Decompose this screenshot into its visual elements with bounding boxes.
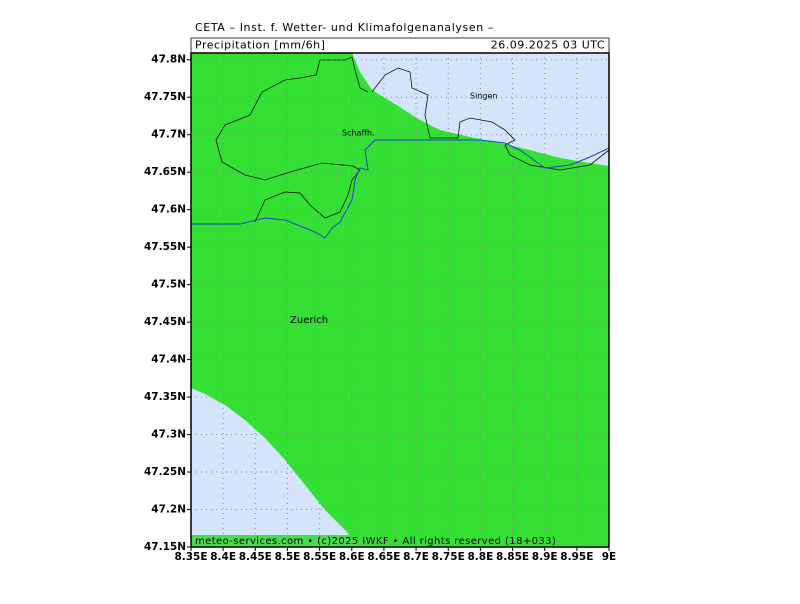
- date-label: 26.09.2025 03 UTC: [491, 39, 605, 52]
- x-tick-label: 8.95E: [560, 551, 593, 563]
- x-tick-label: 8.45E: [239, 551, 272, 563]
- y-tick-label: 47.3N: [151, 429, 186, 441]
- border-lines: [215, 56, 610, 223]
- y-tick-label: 47.45N: [144, 316, 186, 328]
- x-tick-label: 8.8E: [467, 551, 493, 563]
- y-tick-label: 47.15N: [144, 541, 186, 553]
- footer-band: [191, 535, 609, 547]
- river-line: [191, 139, 610, 239]
- header-title: CETA – Inst. f. Wetter- und Klimafolgena…: [195, 21, 494, 34]
- y-tick-label: 47.7N: [151, 129, 186, 141]
- precip-area: [191, 53, 609, 547]
- y-tick-label: 47.5N: [151, 279, 186, 291]
- x-tick-label: 8.75E: [432, 551, 465, 563]
- x-tick-label: 8.4E: [210, 551, 236, 563]
- place-label: Singen: [470, 92, 497, 101]
- x-tick-label: 8.9E: [532, 551, 558, 563]
- x-tick-label: 8.65E: [367, 551, 400, 563]
- x-tick-label: 8.6E: [339, 551, 365, 563]
- y-tick-label: 47.6N: [151, 204, 186, 216]
- y-tick-label: 47.55N: [144, 241, 186, 253]
- place-label: Zuerich: [290, 315, 328, 326]
- y-tick-label: 47.75N: [144, 91, 186, 103]
- place-label: Schaffh.: [342, 129, 375, 138]
- x-tick-label: 8.85E: [496, 551, 529, 563]
- x-tick-label: 9E: [602, 551, 616, 563]
- y-tick-label: 47.2N: [151, 504, 186, 516]
- y-tick-label: 47.35N: [144, 391, 186, 403]
- x-tick-label: 8.35E: [174, 551, 207, 563]
- y-tick-label: 47.25N: [144, 466, 186, 478]
- variable-label: Precipitation [mm/6h]: [195, 39, 325, 52]
- map-area: Singen Schaffh. Zuerich meteo-services.c…: [190, 52, 610, 548]
- map-frame: [190, 52, 610, 548]
- footer-text: meteo-services.com • (c)2025 IWKF • All …: [195, 536, 556, 547]
- y-tick-label: 47.4N: [151, 354, 186, 366]
- x-tick-label: 8.7E: [403, 551, 429, 563]
- y-tick-label: 47.8N: [151, 54, 186, 66]
- y-tick-label: 47.65N: [144, 166, 186, 178]
- x-tick-label: 8.5E: [275, 551, 301, 563]
- x-tick-label: 8.55E: [303, 551, 336, 563]
